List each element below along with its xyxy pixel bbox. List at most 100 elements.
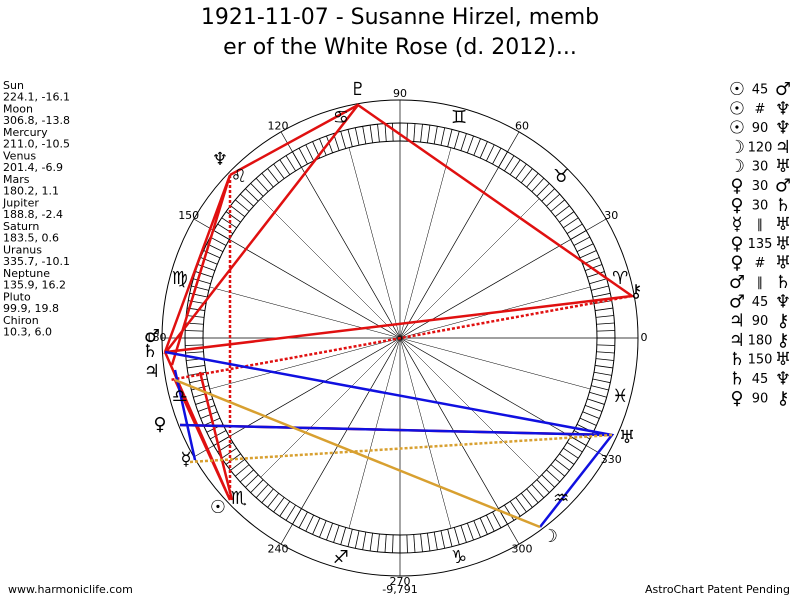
ring-hatch <box>420 533 423 552</box>
planet-position: 335.7, -10.1 <box>3 255 70 268</box>
ring-hatch <box>596 344 615 346</box>
ring-hatch <box>392 534 394 553</box>
aspect-planet: ♅ <box>775 156 791 177</box>
ring-hatch <box>531 484 545 499</box>
ring-hatch <box>319 138 327 156</box>
planet-position: 188.8, -2.4 <box>3 208 63 221</box>
sign-glyph: ♉ <box>553 166 569 187</box>
ring-hatch <box>515 497 527 513</box>
ring-hatch <box>587 398 605 405</box>
aspect-planet: ♂ <box>729 291 745 312</box>
aspect-planet: ♀ <box>730 253 743 274</box>
sign-glyph: ♐ <box>333 547 349 568</box>
planet-glyph: ☉ <box>210 497 226 518</box>
planet-glyph: ♆ <box>212 149 228 170</box>
ring-hatch <box>239 193 254 207</box>
ring-hatch <box>333 525 340 543</box>
ring-hatch <box>193 278 211 285</box>
title-line: 1921-11-07 - Susanne Hirzel, memb <box>201 5 599 30</box>
planet-position: 224.1, -16.1 <box>3 91 70 104</box>
aspect-planet: ♃ <box>775 137 791 158</box>
aspect-type: ∥ <box>757 276 764 291</box>
ring-hatch <box>596 322 615 325</box>
ring-hatch <box>485 514 495 532</box>
footer-right: AstroChart Patent Pending <box>645 583 790 596</box>
planet-position: 201.4, -6.9 <box>3 161 63 174</box>
aspect-type: 30 <box>752 160 769 175</box>
ring-hatch <box>195 271 213 278</box>
footer-center: -9,791 <box>382 583 417 596</box>
aspect-planet: ♅ <box>775 233 791 254</box>
title-line: er of the White Rose (d. 2012)... <box>223 35 577 60</box>
degree-label: 0 <box>641 331 648 344</box>
aspect-planet: ♄ <box>729 369 745 390</box>
ring-hatch <box>326 135 333 154</box>
aspect-planet: ♆ <box>775 98 791 119</box>
planet-position: 10.3, 6.0 <box>3 326 52 339</box>
ring-hatch <box>285 155 296 172</box>
ring-hatch <box>596 330 615 332</box>
aspect-planet: ☉ <box>729 79 745 100</box>
ring-hatch <box>326 522 333 541</box>
ring-hatch <box>362 126 367 145</box>
ring-hatch <box>225 453 241 465</box>
planet-name: Saturn <box>3 220 39 233</box>
ring-hatch <box>584 264 603 271</box>
aspect-planet: ♂ <box>775 79 791 100</box>
sign-glyph: ♏ <box>231 488 247 509</box>
ring-hatch <box>189 378 208 384</box>
ring-hatch <box>467 135 474 154</box>
ring-hatch <box>440 127 446 146</box>
aspect-planet: ♄ <box>775 195 791 216</box>
ring-hatch <box>195 398 213 405</box>
aspect-type: 90 <box>752 391 769 406</box>
ring-hatch <box>340 131 347 149</box>
aspect-planet: ♀ <box>730 176 743 197</box>
ring-hatch <box>584 405 603 412</box>
aspect-planet: ♃ <box>729 330 745 351</box>
ring-hatch <box>377 124 380 143</box>
ring-hatch <box>579 250 597 259</box>
ring-hatch <box>298 511 308 529</box>
ring-hatch <box>550 464 565 477</box>
degree-label: 90 <box>393 87 407 100</box>
ring-hatch <box>377 533 380 552</box>
ring-hatch <box>591 385 609 391</box>
ring-hatch <box>235 464 250 477</box>
ring-hatch <box>413 123 416 142</box>
planet-position: 180.2, 1.1 <box>3 185 59 198</box>
planet-position: 306.8, -13.8 <box>3 114 70 127</box>
planet-glyph: ♅ <box>619 427 635 448</box>
ring-hatch <box>473 138 481 156</box>
aspect-planet: ♂ <box>729 272 745 293</box>
ring-hatch <box>473 520 481 538</box>
ring-hatch <box>347 129 353 147</box>
aspect-type: 90 <box>752 314 769 329</box>
ring-hatch <box>467 522 474 541</box>
ring-hatch <box>255 177 269 192</box>
ring-hatch <box>230 205 246 218</box>
ring-hatch <box>504 155 515 172</box>
ring-hatch <box>354 127 360 146</box>
ring-hatch <box>427 533 431 551</box>
sign-glyph: ♋ <box>333 107 349 128</box>
ring-hatch <box>520 168 533 184</box>
ring-hatch <box>554 205 570 218</box>
ring-hatch <box>531 177 545 192</box>
ring-hatch <box>479 141 488 159</box>
ring-hatch <box>200 411 218 419</box>
planet-name: Venus <box>3 150 36 163</box>
planet-glyph: ☽ <box>542 526 558 547</box>
ring-hatch <box>447 129 453 147</box>
aspect-planet: ♅ <box>775 349 791 370</box>
planet-glyph: ♂ <box>144 326 160 347</box>
ring-hatch <box>312 517 321 535</box>
ring-hatch <box>427 125 431 143</box>
ring-hatch <box>485 144 495 162</box>
ring-hatch <box>235 199 250 212</box>
sign-glyph: ♓ <box>612 386 628 407</box>
ring-hatch <box>406 534 408 553</box>
ring-hatch <box>589 391 607 398</box>
ring-hatch <box>245 188 259 202</box>
